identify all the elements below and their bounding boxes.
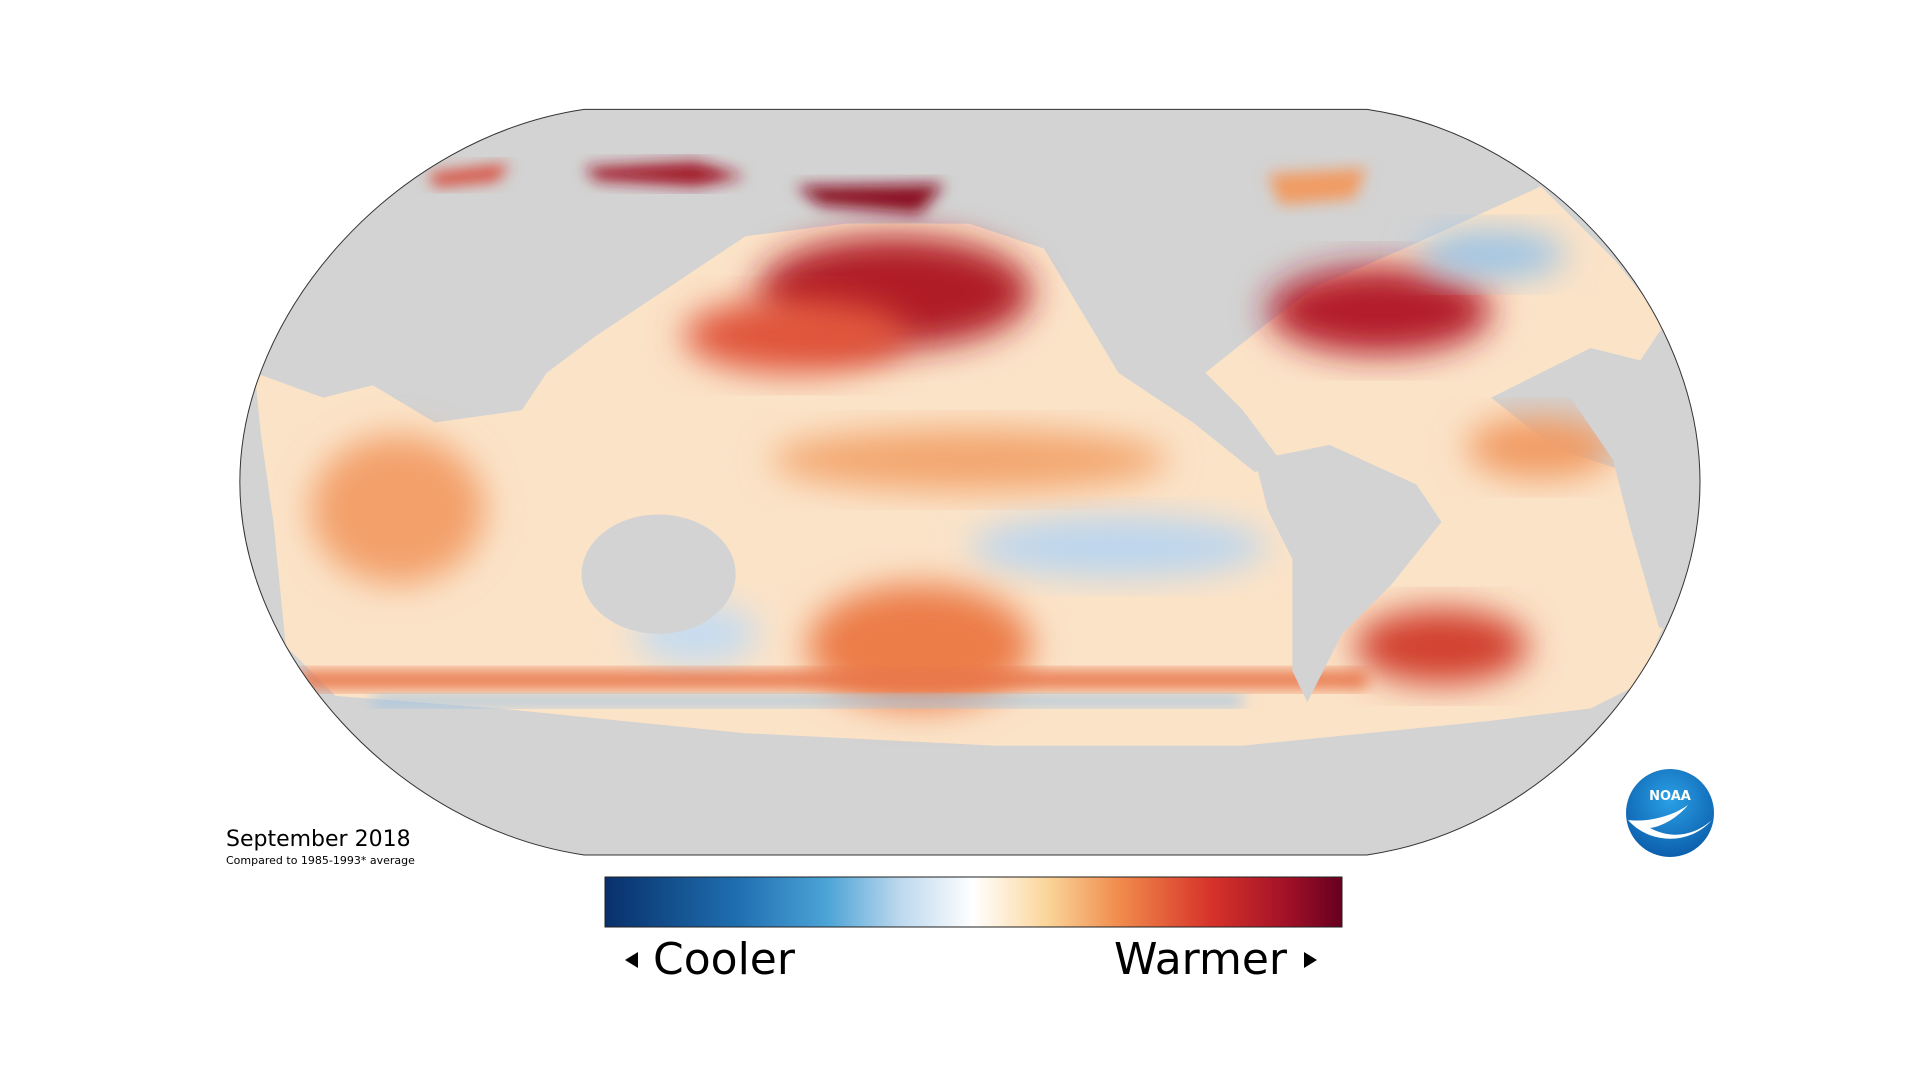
continents bbox=[581, 366, 1701, 703]
legend-low: Cooler bbox=[653, 934, 796, 985]
map-outline bbox=[239, 108, 1701, 856]
warmer-arrow bbox=[1304, 952, 1317, 968]
legend-high: Warmer bbox=[1114, 934, 1288, 985]
color-bar bbox=[604, 876, 1343, 928]
logo-text: NOAA bbox=[1649, 789, 1691, 804]
caption-title: September 2018 bbox=[226, 827, 411, 852]
caption-subtitle: Compared to 1985-1993* average bbox=[226, 854, 415, 867]
anomaly-patches bbox=[298, 229, 1616, 709]
noaa-logo: NOAA bbox=[1626, 769, 1714, 857]
cooler-arrow bbox=[625, 952, 638, 968]
map bbox=[239, 108, 1701, 856]
arctic-strips bbox=[428, 161, 1367, 214]
